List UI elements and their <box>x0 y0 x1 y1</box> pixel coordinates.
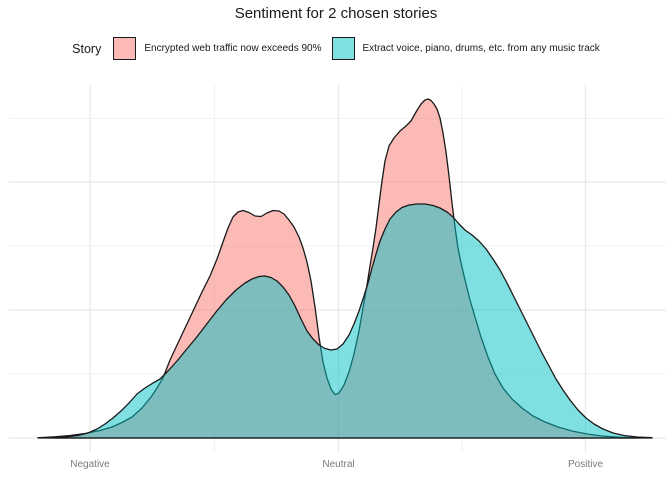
chart-title: Sentiment for 2 chosen stories <box>234 5 438 22</box>
x-tick-neutral: Neutral <box>322 459 355 470</box>
legend-item-story-1: Encrypted web traffic now exceeds 90% <box>113 37 322 60</box>
legend-label-story-2: Extract voice, piano, drums, etc. from a… <box>362 43 600 54</box>
x-tick-negative: Negative <box>70 459 110 470</box>
legend: Story Encrypted web traffic now exceeds … <box>0 37 672 60</box>
density-area-2 <box>51 203 653 439</box>
x-tick-positive: Positive <box>567 459 604 470</box>
legend-title: Story <box>72 41 102 56</box>
legend-label-story-1: Encrypted web traffic now exceeds 90% <box>144 43 322 54</box>
legend-swatch-pink <box>113 37 137 60</box>
legend-item-story-2: Extract voice, piano, drums, etc. from a… <box>331 37 600 60</box>
legend-swatch-teal <box>331 37 355 60</box>
